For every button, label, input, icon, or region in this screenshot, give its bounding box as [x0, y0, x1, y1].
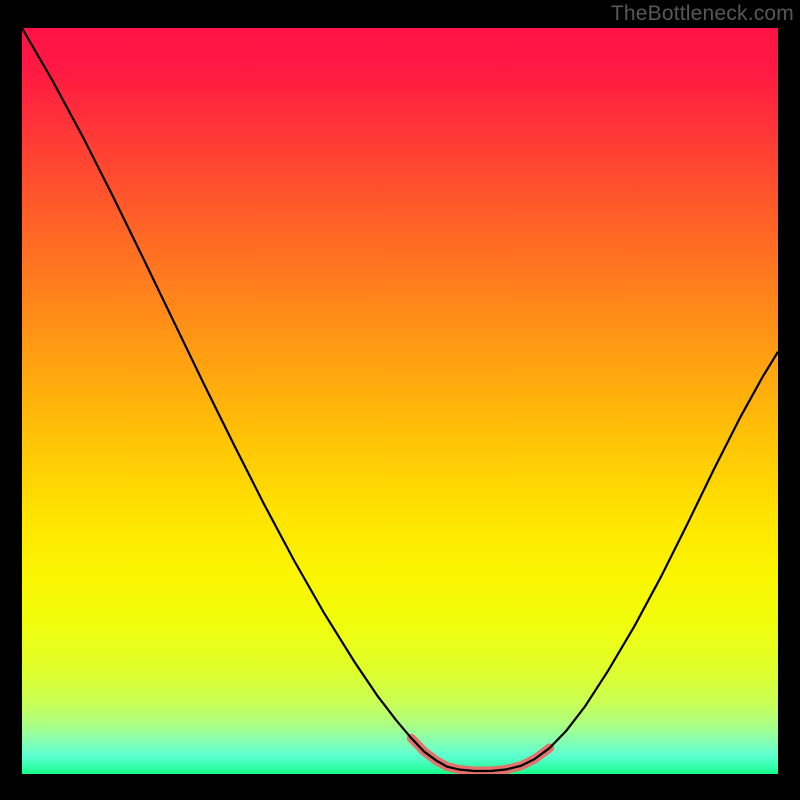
- watermark-text: TheBottleneck.com: [611, 2, 794, 26]
- plot-area: [22, 28, 778, 774]
- gradient-background: [22, 28, 778, 774]
